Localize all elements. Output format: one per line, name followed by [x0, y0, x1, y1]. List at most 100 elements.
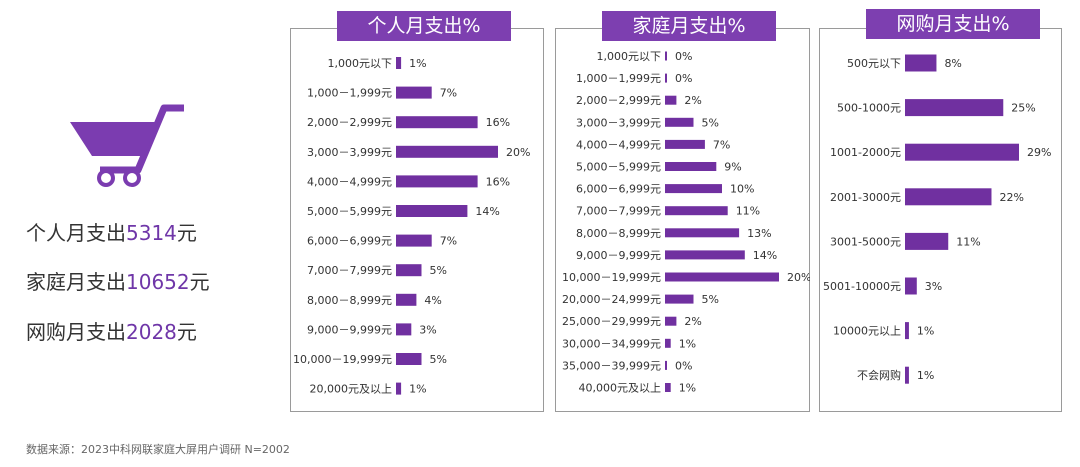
category-label: 35,000－39,999元 — [562, 359, 661, 372]
bar — [665, 360, 667, 370]
bar — [905, 322, 909, 340]
data-label: 3% — [925, 280, 942, 293]
data-label: 9% — [724, 161, 741, 174]
category-label: 2001-3000元 — [830, 191, 901, 204]
category-label: 1,000－1,999元 — [307, 87, 392, 100]
category-label: 1,000－1,999元 — [576, 72, 661, 85]
category-label: 2,000－2,999元 — [307, 116, 392, 129]
data-source-note: 数据来源：2023中科网联家庭大屏用户调研 N=2002 — [26, 443, 290, 456]
data-label: 3% — [419, 323, 436, 336]
category-label: 10000元以上 — [833, 325, 901, 338]
summary-online-value: 2028 — [126, 320, 177, 344]
data-label: 22% — [999, 191, 1023, 204]
summary-family: 家庭月支出10652元 — [26, 270, 210, 294]
bar — [665, 316, 677, 326]
bar — [396, 145, 498, 158]
chart-family: 1,000元以下 0% 1,000－1,999元 0% 2,000－2,999元 2% 3,… — [562, 50, 810, 395]
category-label: 20,000元及以上 — [310, 383, 393, 396]
data-label: 2% — [684, 94, 701, 107]
chart-title-family: 家庭月支出% — [602, 11, 776, 41]
bar — [396, 293, 417, 306]
data-label: 14% — [753, 249, 777, 262]
bar — [905, 99, 1004, 117]
bar — [665, 294, 694, 304]
data-label: 2% — [684, 315, 701, 328]
bar — [396, 205, 468, 217]
data-label: 1% — [409, 383, 426, 396]
bar — [665, 228, 740, 238]
data-label: 1% — [917, 369, 934, 382]
data-label: 10% — [730, 183, 754, 196]
data-label: 5% — [430, 353, 447, 366]
data-label: 20% — [506, 146, 530, 159]
category-label: 不会网购 — [857, 368, 901, 382]
bar — [665, 139, 705, 149]
bar — [665, 338, 671, 348]
data-label: 20% — [787, 271, 810, 284]
category-label: 1,000元以下 — [597, 50, 662, 63]
category-label: 5,000－5,999元 — [576, 161, 661, 174]
bar — [396, 382, 402, 395]
category-label: 7,000－7,999元 — [576, 205, 661, 218]
data-label: 7% — [713, 138, 730, 151]
data-label: 1% — [917, 325, 934, 338]
category-label: 20,000－24,999元 — [562, 293, 661, 306]
bar — [905, 366, 909, 384]
category-label: 5,000－5,999元 — [307, 205, 392, 218]
category-label: 500元以下 — [847, 57, 901, 70]
bar — [665, 73, 667, 83]
bar — [665, 95, 677, 105]
data-label: 5% — [702, 116, 719, 129]
chart-panel-online — [819, 28, 1062, 412]
bar — [665, 206, 728, 216]
category-label: 8,000－8,999元 — [307, 294, 392, 307]
category-label: 4,000－4,999元 — [576, 138, 661, 151]
data-label: 25% — [1011, 102, 1035, 115]
category-label: 25,000－29,999元 — [562, 315, 661, 328]
category-label: 500-1000元 — [837, 102, 901, 115]
data-label: 8% — [944, 57, 961, 70]
bar — [665, 117, 694, 127]
summary-online: 网购月支出2028元 — [26, 320, 197, 344]
data-label: 29% — [1027, 146, 1051, 159]
category-label: 4,000－4,999元 — [307, 175, 392, 188]
category-label: 3,000－3,999元 — [576, 116, 661, 129]
bar — [665, 184, 722, 194]
category-label: 6,000－6,999元 — [576, 183, 661, 196]
chart-title-personal: 个人月支出% — [337, 11, 511, 41]
data-label: 1% — [409, 57, 426, 70]
category-label: 10,000－19,999元 — [293, 353, 392, 366]
data-label: 14% — [475, 205, 499, 218]
data-label: 0% — [675, 72, 692, 85]
bar — [905, 143, 1019, 161]
bar — [905, 188, 992, 206]
bar — [396, 323, 412, 336]
category-label: 1,000元以下 — [328, 57, 393, 70]
category-label: 5001-10000元 — [823, 280, 901, 293]
data-label: 7% — [440, 87, 457, 100]
data-label: 11% — [736, 205, 760, 218]
bar — [396, 353, 422, 365]
data-label: 0% — [675, 359, 692, 372]
category-label: 9,000－9,999元 — [307, 323, 392, 336]
chart-personal: 1,000元以下 1% 1,000－1,999元 7% 2,000－2,999元 16% 3… — [293, 57, 530, 396]
category-label: 3,000－3,999元 — [307, 146, 392, 159]
category-label: 30,000－34,999元 — [562, 337, 661, 350]
data-label: 5% — [430, 264, 447, 277]
category-label: 2,000－2,999元 — [576, 94, 661, 107]
category-label: 1001-2000元 — [830, 146, 901, 159]
bar — [665, 383, 671, 392]
data-label: 1% — [679, 337, 696, 350]
bar — [396, 86, 432, 99]
summary-family-value: 10652 — [126, 270, 190, 294]
bar — [665, 162, 717, 171]
bar — [665, 272, 779, 282]
category-label: 3001-5000元 — [830, 235, 901, 248]
category-label: 10,000－19,999元 — [562, 271, 661, 284]
bar — [396, 116, 478, 129]
summary-personal-value: 5314 — [126, 221, 177, 245]
bar — [396, 264, 422, 277]
category-label: 8,000－8,999元 — [576, 227, 661, 240]
category-label: 9,000－9,999元 — [576, 249, 661, 262]
data-label: 13% — [747, 227, 771, 240]
